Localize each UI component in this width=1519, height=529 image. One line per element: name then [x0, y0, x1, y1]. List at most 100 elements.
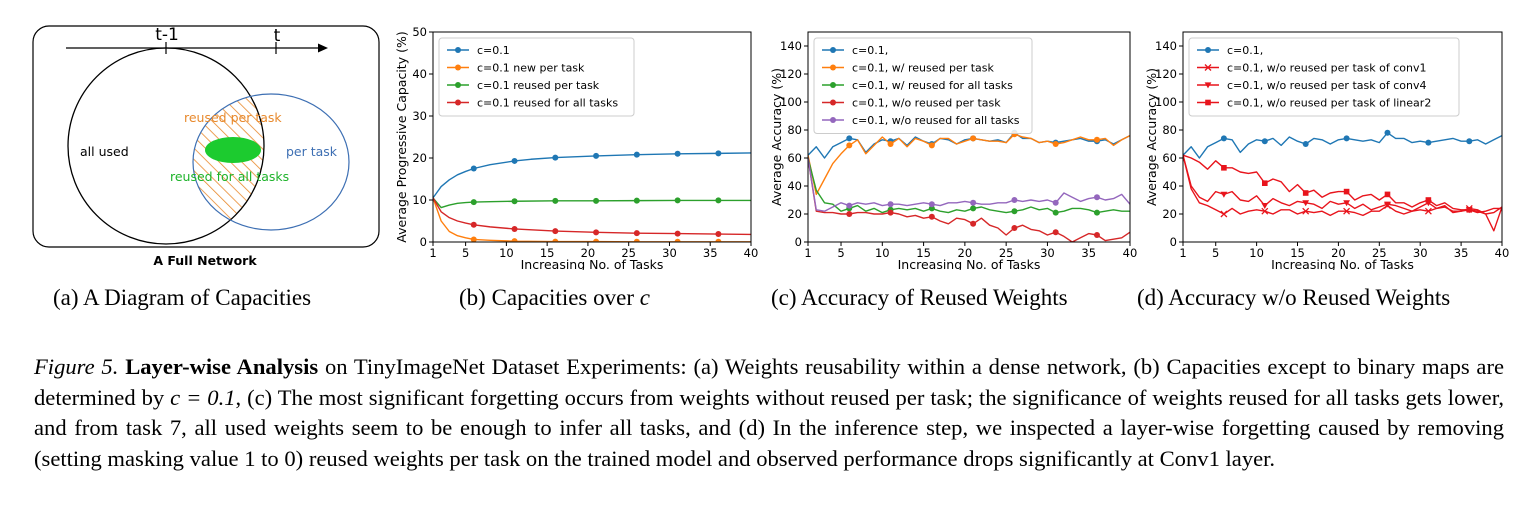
chart-c-series-3-point: [846, 211, 853, 217]
chart-d-xtick-label: 15: [1290, 246, 1305, 260]
chart-b-series-3-point: [552, 228, 559, 235]
chart-c-series-3-point: [1011, 225, 1018, 231]
chart-c-series-2-point: [970, 205, 977, 212]
chart-d-xtick-label: 25: [1372, 246, 1387, 260]
chart-d-series-2-point: [1261, 203, 1269, 209]
chart-d-xtick-label: 35: [1454, 246, 1469, 260]
subcaption-b: (b) Capacities over c: [459, 285, 650, 311]
chart-c-xtick-label: 5: [837, 246, 844, 260]
chart-c-xtick-label: 30: [1040, 246, 1055, 260]
all-used-circle: [67, 47, 265, 245]
chart-b-series-3-point: [633, 230, 640, 237]
chart-b-series-0-point: [593, 152, 600, 159]
caption-text-1: on TinyImageNet Dataset Experiments: (a)…: [34, 354, 1505, 410]
chart-c-series-4-point: [1052, 199, 1059, 206]
chart-d-ytick-label: 0: [1170, 235, 1177, 249]
chart-d-series-3-line: [1183, 154, 1502, 232]
chart-b-series-1-point: [674, 238, 681, 242]
chart-d-series-0-point: [1261, 138, 1268, 145]
chart-d-data: [1183, 129, 1502, 232]
chart-b-xtick-label: 30: [662, 246, 677, 260]
per-task-ellipse: [192, 93, 350, 231]
chart-d-legend-label: c=0.1, w/o reused per task of conv1: [1227, 62, 1426, 75]
chart-d-series-1-point: [1343, 207, 1351, 215]
chart-c-xtick-label: 35: [1081, 246, 1096, 260]
chart-c-ytick-label: 0: [795, 235, 802, 249]
chart-c-series-3-point: [1093, 232, 1100, 238]
full-network-label: A Full Network: [153, 253, 257, 268]
chart-b-series-2-point: [633, 197, 640, 204]
chart-d-series-3-point: [1466, 207, 1473, 213]
chart-d-series-2-point: [1343, 200, 1350, 207]
network-box: [32, 25, 380, 248]
overlap-region: [193, 94, 264, 230]
chart-c-series-3-point: [970, 220, 977, 227]
chart-c-xtick-label: 20: [958, 246, 973, 260]
chart-b-ytick-label: 10: [412, 193, 427, 207]
chart-d-series-1-point: [1302, 207, 1310, 215]
chart-d-ylabel: Average Accuracy (%): [1144, 68, 1159, 206]
chart-b-legend-label: c=0.1 new per task: [477, 62, 585, 75]
chart-b-legend-marker: [455, 64, 461, 71]
chart-d-series-3-point: [1261, 180, 1268, 186]
chart-c-ytick-label: 40: [787, 179, 802, 193]
chart-d-series-2-point: [1220, 191, 1228, 198]
chart-d-ytick-label: 80: [1162, 123, 1177, 137]
subcaption-b-var: c: [639, 285, 650, 310]
chart-c-legend-label: c=0.1, w/o reused per task: [852, 97, 1001, 110]
chart-d-legend-marker: [1204, 64, 1212, 71]
chart-d-xtick-label: 1: [1179, 246, 1186, 260]
chart-d-ytick-label: 20: [1162, 207, 1177, 221]
chart-c-series-1-point: [1093, 136, 1100, 143]
chart-c-legend-marker: [830, 64, 836, 71]
chart-c-series-1-line: [808, 133, 1130, 196]
chart-c-legend-marker: [830, 117, 836, 123]
chart-c-ytick-label: 80: [787, 123, 802, 137]
chart-c-series-1-point: [887, 141, 894, 147]
chart-b-ylabel: Average Progressive Capacity (%): [395, 31, 409, 242]
chart-d-ytick-label: 60: [1162, 151, 1177, 165]
chart-c-series-3-point: [1052, 229, 1059, 236]
chart-b-series-1-point: [470, 236, 477, 242]
chart-b-series-1-point: [552, 238, 559, 242]
chart-d-xtick-label: 5: [1212, 246, 1219, 260]
subcaption-d: (d) Accuracy w/o Reused Weights: [1137, 285, 1451, 310]
chart-b-legend-marker: [455, 47, 461, 53]
chart-b-ytick-label: 20: [412, 151, 427, 165]
chart-b-xtick-label: 5: [462, 246, 469, 260]
chart-d-xlabel: Increasing No. of Tasks: [1271, 257, 1414, 270]
chart-b-series-0-point: [715, 150, 722, 157]
chart-c-xtick-label: 15: [916, 246, 931, 260]
chart-c-xtick-label: 40: [1123, 246, 1138, 260]
chart-b-series-0-point: [511, 157, 518, 164]
caption-text-2: , (c) The most significant forgetting oc…: [34, 384, 1504, 471]
chart-d-ytick-label: 40: [1162, 179, 1177, 193]
chart-c-xtick-label: 25: [999, 246, 1014, 260]
chart-c-series-1-point: [928, 142, 935, 149]
figure-caption: Figure 5. Layer-wise Analysis on TinyIma…: [34, 352, 1504, 474]
chart-d-ytick-label: 140: [1155, 39, 1177, 53]
chart-c-legend-label: c=0.1, w/o reused for all tasks: [852, 114, 1020, 127]
per-task-label: per task: [286, 144, 338, 159]
chart-c-series-1-point: [846, 142, 853, 149]
chart-d-series-0-point: [1425, 139, 1432, 146]
chart-b-series-3-point: [470, 221, 477, 228]
chart-c-ytick-label: 60: [787, 151, 802, 165]
chart-c-series-4-point: [1011, 197, 1018, 203]
chart-c-series-2-point: [1052, 209, 1059, 216]
chart-c-legend-marker: [830, 82, 836, 88]
chart-b-xtick-label: 1: [429, 246, 436, 260]
chart-b-xtick-label: 35: [703, 246, 718, 260]
chart-d-xtick-label: 10: [1249, 246, 1264, 260]
chart-b-legend-marker: [455, 82, 461, 88]
chart-c-series-4-point: [970, 199, 977, 206]
chart-c-data: [808, 129, 1130, 242]
chart-c-series-4-line: [808, 157, 1130, 212]
chart-c-series-0-point: [846, 135, 853, 142]
chart-c-series-2-point: [1011, 208, 1018, 215]
chart-b-series-1-point: [593, 238, 600, 242]
chart-b-data: [433, 150, 751, 242]
chart-b-series-2-point: [470, 199, 477, 206]
chart-b-series-0-point: [470, 165, 477, 172]
